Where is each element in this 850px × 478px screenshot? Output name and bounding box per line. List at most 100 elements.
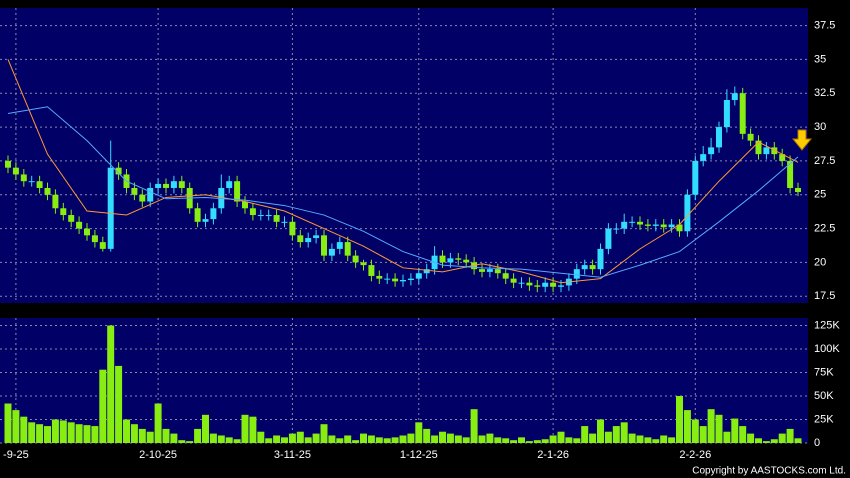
candle-body xyxy=(344,242,351,256)
y-tick-label: 20 xyxy=(814,256,826,268)
candle-body xyxy=(621,221,628,229)
candle-body xyxy=(692,160,699,195)
y-tick-label: 0 xyxy=(814,437,820,449)
volume-bar xyxy=(778,433,786,443)
candle-body xyxy=(257,215,264,217)
volume-bar xyxy=(51,419,59,443)
candle-body xyxy=(779,154,786,161)
volume-bar xyxy=(462,437,470,443)
candle-body xyxy=(447,258,454,263)
candle-body xyxy=(605,228,612,249)
volume-bar xyxy=(478,435,486,443)
candle-body xyxy=(281,221,288,223)
y-tick-label: 37.5 xyxy=(814,19,835,31)
y-tick-label: 25K xyxy=(814,413,834,425)
y-tick-label: 17.5 xyxy=(814,290,835,302)
candle-body xyxy=(407,278,414,280)
candle-body xyxy=(589,265,596,270)
candle-body xyxy=(510,278,517,283)
volume-bar xyxy=(328,435,336,443)
volume-bar xyxy=(91,426,99,443)
candle-body xyxy=(36,181,43,188)
volume-bar xyxy=(241,414,249,443)
volume-bar xyxy=(794,438,802,443)
volume-bar xyxy=(486,433,494,443)
candle-body xyxy=(12,167,19,175)
volume-bar xyxy=(225,437,233,443)
x-tick-label: 2-1-26 xyxy=(537,449,569,461)
volume-bar xyxy=(628,433,636,443)
candle-body xyxy=(716,127,722,148)
volume-panel xyxy=(0,318,808,443)
candle-body xyxy=(60,208,67,216)
candle-body xyxy=(115,167,122,175)
volume-bar xyxy=(130,424,138,443)
volume-bar xyxy=(360,433,367,443)
candle-body xyxy=(155,183,162,188)
volume-bar xyxy=(186,441,194,443)
volume-bar xyxy=(518,437,525,443)
candle-body xyxy=(644,224,651,226)
candle-body xyxy=(273,215,280,222)
y-tick-label: 100K xyxy=(814,343,840,355)
copyright: Copyright by AASTOCKS.com Ltd. xyxy=(692,466,846,477)
candle-body xyxy=(518,282,525,284)
candle-body xyxy=(415,273,422,279)
volume-bar xyxy=(352,440,360,443)
volume-bar xyxy=(454,435,462,443)
candle-body xyxy=(739,93,746,134)
volume-bar xyxy=(20,416,28,443)
candle-body xyxy=(494,269,501,274)
y-tick-label: 25 xyxy=(814,189,826,201)
y-tick-label: 125K xyxy=(814,319,840,331)
candle-body xyxy=(242,201,248,209)
candle-body xyxy=(210,208,217,220)
candle-body xyxy=(20,174,27,182)
volume-bar xyxy=(336,438,344,443)
volume-bar xyxy=(786,428,794,443)
candle-body xyxy=(558,285,564,287)
candle-body xyxy=(297,235,304,243)
volume-bar xyxy=(494,437,502,443)
volume-bar xyxy=(676,396,683,443)
candle-body xyxy=(305,238,312,243)
candle-body xyxy=(170,181,177,188)
volume-bar xyxy=(620,422,628,443)
x-tick-label: 1-12-25 xyxy=(400,449,438,461)
candle-body xyxy=(479,269,485,272)
candle-body xyxy=(676,224,683,232)
volume-bar xyxy=(312,433,320,443)
volume-bar xyxy=(565,437,573,443)
volume-bar xyxy=(683,410,691,443)
volume-bar xyxy=(162,428,170,443)
arrow-icon xyxy=(791,129,813,151)
x-tick-label: -9-25 xyxy=(3,449,29,461)
candle-body xyxy=(147,187,154,202)
candle-body xyxy=(755,140,762,155)
candle-body xyxy=(368,265,375,276)
candle-body xyxy=(5,160,11,168)
candle-body xyxy=(44,187,51,195)
candle-body xyxy=(684,194,691,232)
x-tick-label: 2-10-25 xyxy=(139,449,177,461)
candle-body xyxy=(289,221,296,236)
volume-bar xyxy=(375,437,383,443)
candle-body xyxy=(526,282,533,286)
candle-body xyxy=(265,215,272,217)
volume-bar xyxy=(699,426,707,443)
candle-body xyxy=(652,224,659,226)
candle-body xyxy=(376,275,383,279)
volume-bar xyxy=(138,428,146,443)
candle-body xyxy=(163,183,169,188)
volume-bar xyxy=(423,428,431,443)
volume-bar xyxy=(581,426,589,443)
volume-bar xyxy=(107,325,115,443)
volume-bar xyxy=(170,433,178,443)
volume-bar xyxy=(723,431,731,443)
volume-bar xyxy=(715,414,723,443)
candle-body xyxy=(352,255,359,263)
candle-body xyxy=(131,187,138,195)
volume-bar xyxy=(652,439,660,443)
volume-bar xyxy=(431,435,439,443)
